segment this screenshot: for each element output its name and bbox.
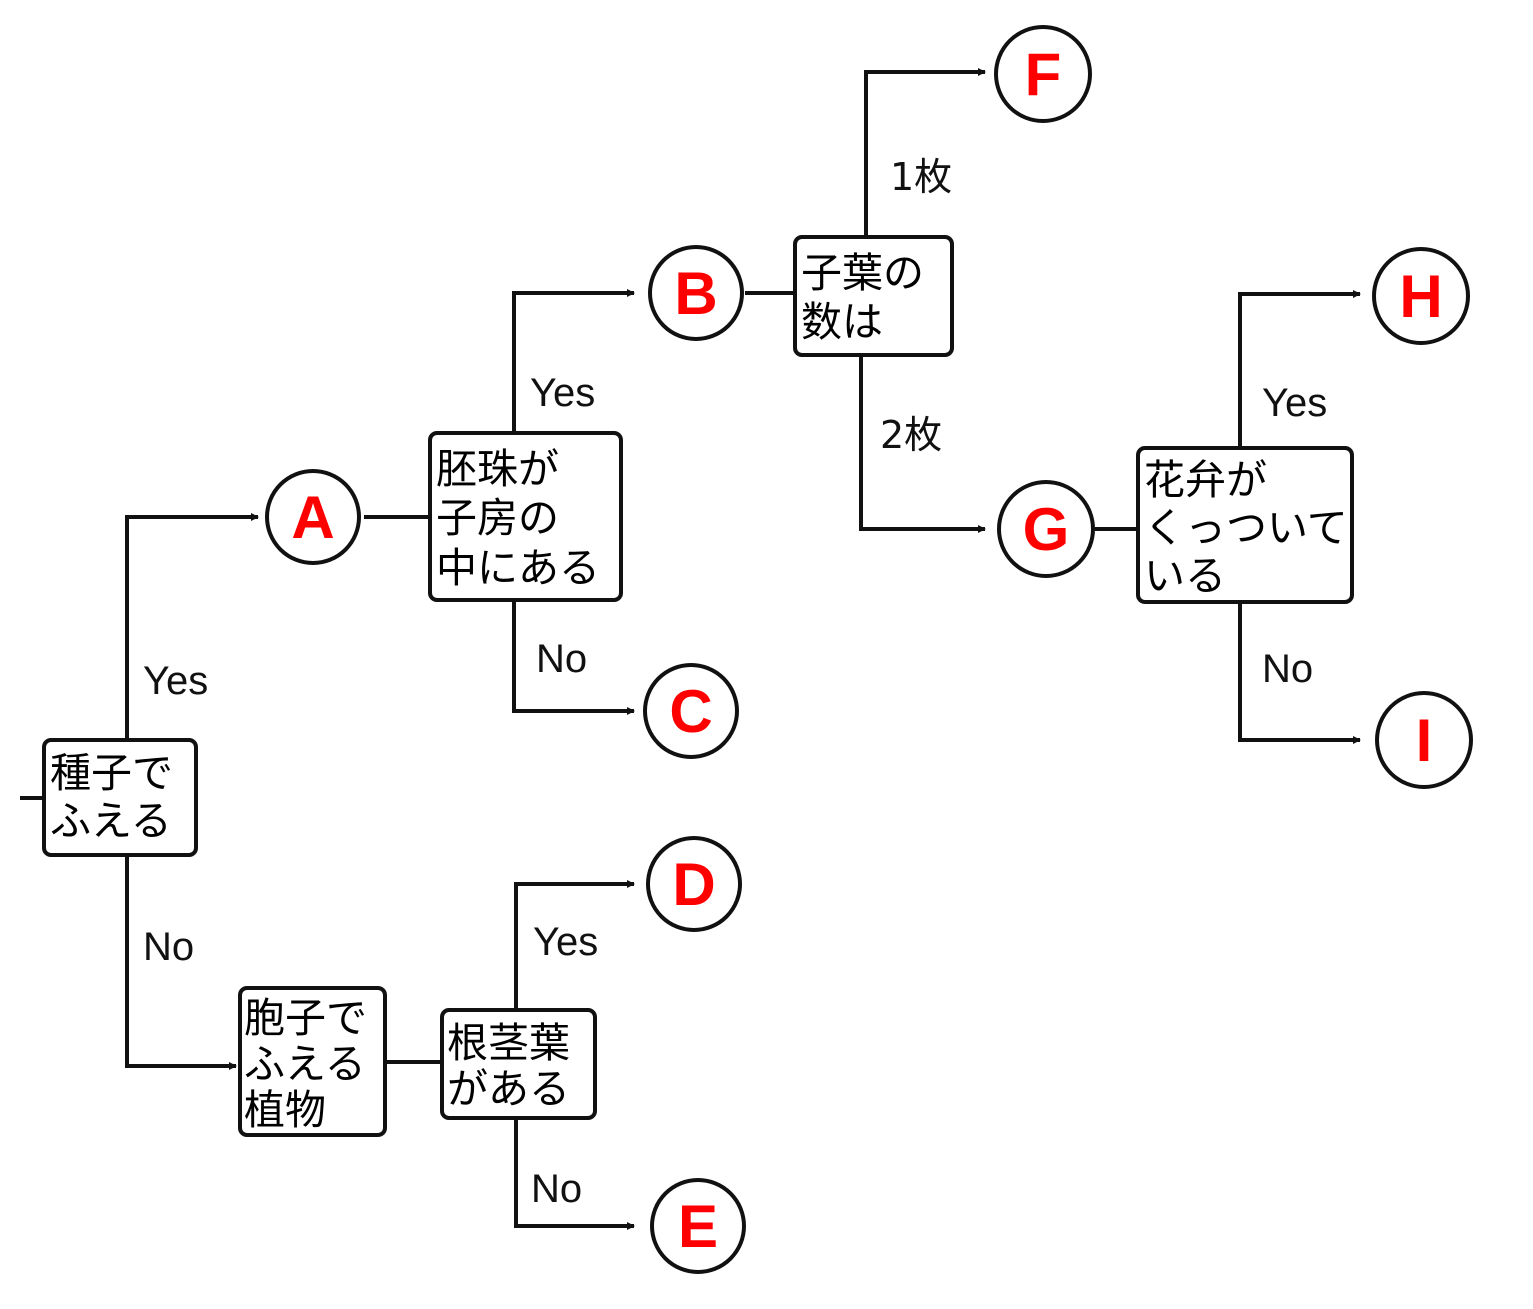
question-ovule-line-3: 中にある — [436, 544, 600, 592]
question-petal-line-2: くっついて — [1144, 504, 1348, 552]
question-ovule: 胚珠が 子房の 中にある — [428, 431, 623, 602]
label-petal-no: No — [1262, 647, 1313, 691]
node-g-letter: G — [1023, 496, 1070, 563]
question-petal: 花弁が くっついて いる — [1136, 446, 1354, 604]
question-rootstem-line-1: 根茎葉 — [447, 1019, 570, 1067]
question-ovule-line-2: 子房の — [436, 494, 559, 542]
label-ovule-no: No — [536, 637, 587, 681]
question-rootstem: 根茎葉 がある — [440, 1008, 597, 1120]
connectors — [20, 68, 1361, 1230]
question-ovule-line-1: 胚珠が — [436, 445, 559, 493]
node-d-letter: D — [672, 851, 715, 918]
node-i-letter: I — [1416, 707, 1433, 774]
node-a: A — [265, 469, 361, 565]
node-b-letter: B — [674, 260, 717, 327]
question-spore: 胞子で ふえる 植物 — [238, 986, 387, 1137]
node-d: D — [646, 836, 742, 932]
question-rootstem-line-2: がある — [447, 1065, 570, 1113]
question-petal-line-3: いる — [1144, 552, 1226, 600]
label-one-cotyledon: 1枚 — [890, 155, 952, 199]
question-seed: 種子で ふえる — [42, 738, 198, 857]
question-cotyledon-line-1: 子葉の — [801, 249, 924, 297]
node-e-letter: E — [678, 1193, 718, 1260]
label-ovule-yes: Yes — [530, 371, 595, 415]
node-c-letter: C — [669, 678, 712, 745]
node-g: G — [997, 480, 1095, 578]
node-f: F — [994, 25, 1092, 123]
question-cotyledon-line-2: 数は — [801, 298, 883, 346]
question-spore-line-2: ふえる — [244, 1040, 366, 1088]
node-i: I — [1375, 691, 1473, 789]
question-spore-line-3: 植物 — [244, 1086, 326, 1134]
label-rootstem-no: No — [531, 1167, 582, 1211]
label-seed-yes: Yes — [143, 659, 208, 703]
node-b: B — [648, 245, 744, 341]
edge-labels: Yes No Yes No Yes No 1枚 2枚 Yes No — [143, 155, 1327, 1211]
label-rootstem-yes: Yes — [533, 920, 598, 964]
node-h: H — [1372, 247, 1470, 345]
label-two-cotyledons: 2枚 — [880, 413, 942, 457]
label-seed-no: No — [143, 925, 194, 969]
question-petal-line-1: 花弁が — [1144, 456, 1267, 504]
node-f-letter: F — [1025, 41, 1062, 108]
node-c: C — [643, 663, 739, 759]
node-a-letter: A — [291, 484, 334, 551]
question-seed-line-2: ふえる — [50, 797, 172, 845]
label-petal-yes: Yes — [1262, 381, 1327, 425]
question-spore-line-1: 胞子で — [244, 994, 367, 1042]
question-cotyledon: 子葉の 数は — [793, 235, 954, 357]
question-seed-line-1: 種子で — [50, 749, 173, 797]
node-h-letter: H — [1399, 263, 1442, 330]
node-e: E — [650, 1178, 746, 1274]
